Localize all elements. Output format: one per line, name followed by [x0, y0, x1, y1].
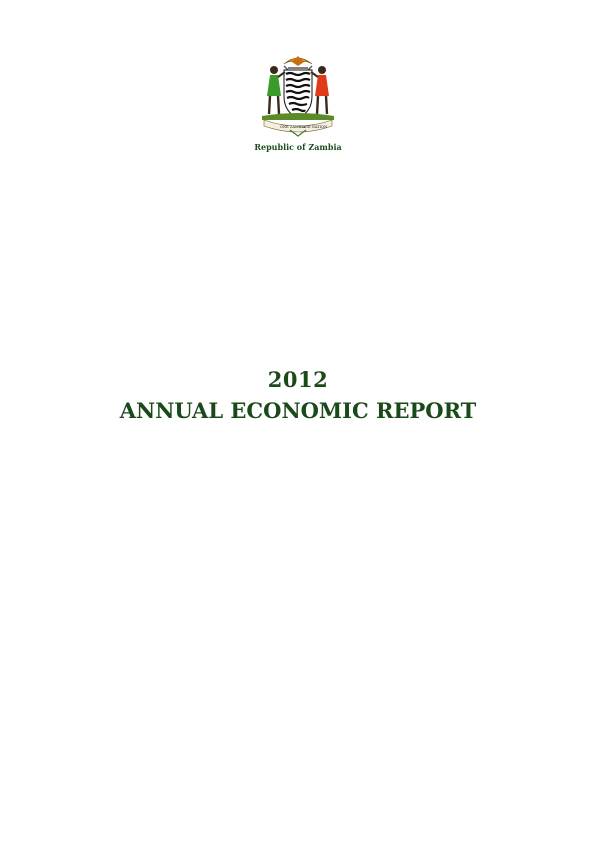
motto-left-text: ONE ZAMBIA — [280, 125, 306, 129]
report-year: 2012 — [267, 367, 329, 392]
country-name: Republic of Zambia — [254, 142, 342, 152]
motto-right-text: ONE NATION — [302, 125, 327, 129]
coat-of-arms-icon: ONE ZAMBIA ONE NATION — [254, 50, 342, 140]
report-title: ANNUAL ECONOMIC REPORT — [119, 398, 477, 423]
